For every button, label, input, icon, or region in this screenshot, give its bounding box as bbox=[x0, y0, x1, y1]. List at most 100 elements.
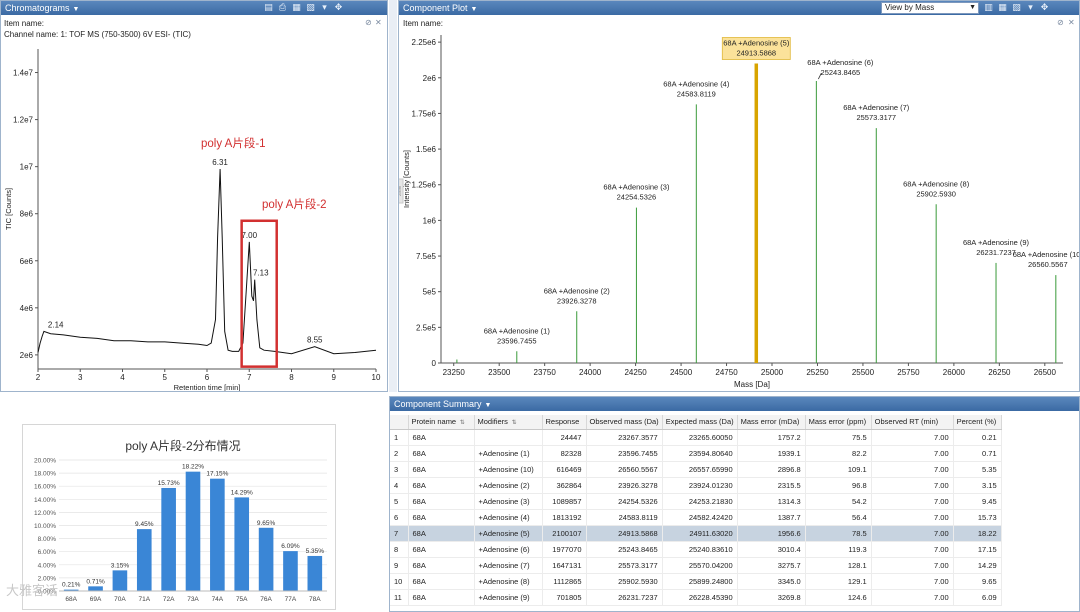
chevron-down-icon[interactable]: ▼ bbox=[72, 6, 80, 13]
sort-icon[interactable]: ⇅ bbox=[458, 420, 465, 427]
bar-value-label: 14.29% bbox=[231, 489, 253, 496]
table-icon[interactable]: ▦ bbox=[292, 2, 301, 12]
x-tick-label: 2 bbox=[36, 373, 41, 382]
component-plot[interactable]: 23250 23500 23750 24000 24250 24500 24750 25000… bbox=[399, 29, 1079, 391]
chart-icon[interactable]: ▥ bbox=[984, 2, 993, 12]
table-row[interactable]: 11 68A +Adenosine (9) 701805 26231.7237 26228… bbox=[390, 589, 1002, 606]
x-tick-label: 7 bbox=[247, 373, 252, 382]
y-tick-label: 1.2e7 bbox=[13, 116, 34, 125]
peak-label: 6.31 bbox=[212, 158, 228, 167]
table-cell: 68A bbox=[408, 557, 475, 574]
y-tick-label: 2.00% bbox=[38, 575, 57, 582]
y-tick-label: 2.25e6 bbox=[412, 38, 437, 47]
chevron-down-icon[interactable]: ▾ bbox=[1028, 2, 1033, 12]
category-label: 74A bbox=[212, 596, 224, 603]
table-cell: 25899.24800 bbox=[662, 573, 738, 590]
peak-name-label: 68A +Adenosine (6) bbox=[807, 58, 874, 67]
move-icon[interactable]: ✥ bbox=[1040, 2, 1049, 12]
table-row[interactable]: 4 68A +Adenosine (2) 362864 23926.3278 23924.… bbox=[390, 477, 1002, 494]
item-name-label: Item name: bbox=[4, 19, 45, 28]
layers-icon[interactable]: ▧ bbox=[306, 2, 315, 12]
chromatogram-plot[interactable]: 2 3 4 5 6 7 8 9 10 2e6 4e6 6e6 8e6 1e7 1.2e7 1.4e7 Reten… bbox=[1, 41, 387, 391]
close-icon[interactable]: ✕ bbox=[1068, 18, 1075, 27]
print-icon[interactable]: ⎙ bbox=[278, 2, 287, 12]
table-cell: 18.22 bbox=[953, 525, 1002, 542]
table-row[interactable]: 2 68A +Adenosine (1) 82328 23596.7455 23594.8… bbox=[390, 445, 1002, 462]
component-summary-titlebar[interactable]: Component Summary ▼ bbox=[390, 397, 1079, 411]
category-label: 71A bbox=[138, 596, 150, 603]
column-header[interactable]: Percent (%) bbox=[953, 415, 1002, 430]
category-label: 69A bbox=[90, 596, 102, 603]
table-row[interactable]: 1 68A 24447 23267.3577 23265.60050 1757.2 75.5… bbox=[390, 429, 1002, 446]
column-header[interactable]: Protein name ⇅ bbox=[408, 415, 475, 430]
chromatograms-title: Chromatograms bbox=[5, 3, 70, 13]
pin-icon[interactable]: ⊘ bbox=[1057, 18, 1064, 27]
table-icon[interactable]: ▦ bbox=[998, 2, 1007, 12]
table-cell: 68A bbox=[408, 509, 475, 526]
chevron-down-icon[interactable]: ▼ bbox=[470, 6, 478, 13]
watermark-text: 大雅客话 bbox=[6, 583, 59, 598]
table-cell: 25902.5930 bbox=[586, 573, 663, 590]
table-row[interactable]: 7 68A +Adenosine (5) 2100107 24913.5868 24911… bbox=[390, 525, 1002, 542]
category-label: 75A bbox=[236, 596, 248, 603]
peak-mass-label: 24254.5326 bbox=[617, 193, 657, 202]
table-cell: 1813192 bbox=[542, 509, 587, 526]
peak-name-label: 68A +Adenosine (9) bbox=[963, 238, 1030, 247]
y-axis-label: TIC [Counts] bbox=[4, 188, 13, 230]
chevron-down-icon: ▼ bbox=[969, 4, 976, 11]
column-header[interactable]: Observed mass (Da) bbox=[586, 415, 663, 430]
table-row[interactable]: 5 68A +Adenosine (3) 1089857 24254.5326 24253… bbox=[390, 493, 1002, 510]
table-cell: 119.3 bbox=[805, 541, 872, 558]
y-tick-label: 1e6 bbox=[423, 216, 437, 225]
table-cell: 362864 bbox=[542, 477, 587, 494]
column-header[interactable] bbox=[390, 415, 409, 430]
table-cell: 2100107 bbox=[542, 525, 587, 542]
peak-mass-label: 24583.8119 bbox=[677, 89, 716, 98]
column-header[interactable]: Mass error (ppm) bbox=[805, 415, 872, 430]
table-cell: 2315.5 bbox=[737, 477, 806, 494]
table-cell: 7.00 bbox=[871, 541, 954, 558]
table-row[interactable]: 6 68A +Adenosine (4) 1813192 24583.8119 24582… bbox=[390, 509, 1002, 526]
table-cell: 128.1 bbox=[805, 557, 872, 574]
bar-value-label: 18.22% bbox=[182, 464, 204, 471]
chevron-down-icon[interactable]: ▼ bbox=[484, 402, 492, 409]
y-tick-label: 1.25e6 bbox=[412, 181, 437, 190]
table-cell: 96.8 bbox=[805, 477, 872, 494]
y-tick-label: 5e5 bbox=[423, 288, 437, 297]
sort-icon[interactable]: ⇅ bbox=[509, 420, 517, 427]
y-tick-label: 6.00% bbox=[38, 549, 57, 556]
chevron-down-icon[interactable]: ▾ bbox=[322, 2, 327, 12]
x-tick-label: 23750 bbox=[534, 368, 557, 377]
table-row[interactable]: 9 68A +Adenosine (7) 1647131 25573.3177 25570… bbox=[390, 557, 1002, 574]
table-row[interactable]: 3 68A +Adenosine (10) 616469 26560.5567 26557… bbox=[390, 461, 1002, 478]
table-cell: 10 bbox=[390, 573, 409, 590]
table-cell: 1939.1 bbox=[737, 445, 806, 462]
column-header[interactable]: Response bbox=[542, 415, 587, 430]
table-cell: 68A bbox=[408, 589, 475, 606]
export-icon[interactable]: ▤ bbox=[264, 2, 273, 12]
column-header[interactable]: Expected mass (Da) bbox=[662, 415, 738, 430]
chromatograms-titlebar[interactable]: Chromatograms ▼ bbox=[1, 1, 387, 15]
layers-icon[interactable]: ▧ bbox=[1012, 2, 1021, 12]
x-tick-label: 24750 bbox=[715, 368, 738, 377]
peak-name-label: 68A +Adenosine (5) bbox=[723, 39, 790, 48]
zoom-tab[interactable] bbox=[399, 178, 404, 204]
move-icon[interactable]: ✥ bbox=[334, 2, 343, 12]
table-row[interactable]: 10 68A +Adenosine (8) 1112865 25902.5930 2589… bbox=[390, 573, 1002, 590]
table-cell: 26557.65990 bbox=[662, 461, 738, 478]
y-tick-label: 1.75e6 bbox=[412, 109, 437, 118]
close-icon[interactable]: ✕ bbox=[375, 18, 382, 27]
column-header[interactable]: Modifiers ⇅ bbox=[474, 415, 543, 430]
highlight-box bbox=[240, 219, 278, 368]
column-header[interactable]: Observed RT (min) bbox=[871, 415, 954, 430]
table-cell: 1977070 bbox=[542, 541, 587, 558]
column-header[interactable]: Mass error (mDa) bbox=[737, 415, 806, 430]
pin-icon[interactable]: ⊘ bbox=[365, 18, 372, 27]
distribution-bar bbox=[63, 589, 79, 591]
table-cell: 9.45 bbox=[953, 493, 1002, 510]
view-by-select[interactable]: View by Mass ▼ bbox=[881, 2, 979, 14]
bar-value-label: 3.15% bbox=[111, 562, 130, 569]
vertical-splitter[interactable] bbox=[389, 0, 397, 392]
x-tick-label: 25750 bbox=[897, 368, 920, 377]
table-row[interactable]: 8 68A +Adenosine (6) 1977070 25243.8465 25240… bbox=[390, 541, 1002, 558]
